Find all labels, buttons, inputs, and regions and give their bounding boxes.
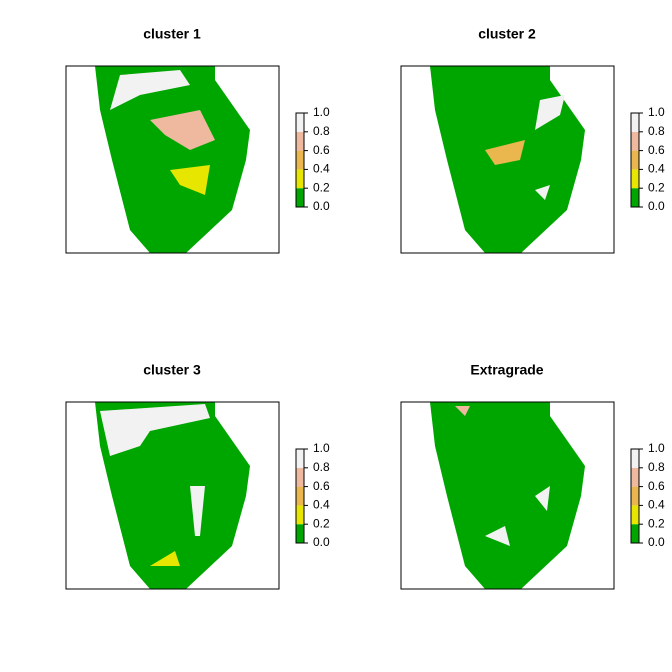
panel-title: cluster 1	[143, 26, 201, 42]
legend-swatch	[631, 505, 639, 525]
map-patch	[170, 165, 210, 195]
map-patch	[535, 185, 550, 200]
legend-label: 0.0	[648, 199, 665, 213]
legend-label: 1.0	[648, 105, 665, 119]
legend-swatch	[296, 524, 304, 543]
legend-label: 0.6	[313, 479, 330, 493]
legend-label: 1.0	[313, 441, 330, 455]
legend-label: 0.2	[313, 180, 330, 194]
legend-frame	[630, 112, 640, 208]
legend-frame	[295, 448, 305, 544]
map-patch	[535, 95, 565, 130]
legend-swatch	[296, 505, 304, 525]
panel-title: Extragrade	[470, 362, 543, 378]
legend-swatch	[631, 524, 639, 543]
legend-label: 0.8	[648, 460, 665, 474]
legend-label: 0.2	[313, 516, 330, 530]
map-frame	[400, 401, 615, 590]
panel-title: cluster 2	[478, 26, 536, 42]
legend-label: 0.2	[648, 516, 665, 530]
legend-label: 0.2	[648, 180, 665, 194]
map-area	[95, 402, 250, 589]
map-area	[430, 402, 585, 589]
panel: cluster 2 0.0 0.2 0.4 0.6 0.8 1.0	[400, 26, 665, 254]
legend-swatch	[296, 113, 304, 132]
legend-label: 0.8	[313, 460, 330, 474]
legend-label: 0.4	[313, 162, 330, 176]
legend-swatch	[296, 169, 304, 189]
legend-label: 0.8	[648, 124, 665, 138]
legend-swatch	[631, 467, 639, 487]
legend-swatch	[631, 486, 639, 506]
legend-swatch	[296, 486, 304, 506]
map-patch	[110, 70, 190, 110]
legend-label: 0.4	[313, 498, 330, 512]
panel: cluster 1 0.0 0.2 0.4 0.6 0.8 1.0	[65, 26, 330, 254]
map-patch	[150, 551, 180, 566]
legend-label: 0.8	[313, 124, 330, 138]
legend-label: 0.4	[648, 162, 665, 176]
map-patch	[190, 486, 205, 536]
legend-label: 0.4	[648, 498, 665, 512]
panel: cluster 3 0.0 0.2 0.4 0.6 0.8 1.0	[65, 362, 330, 590]
legend-label: 0.0	[313, 199, 330, 213]
map-patch	[535, 486, 550, 511]
map-patch	[485, 140, 525, 165]
legend-swatch	[631, 150, 639, 170]
legend-label: 0.6	[648, 479, 665, 493]
legend-swatch	[296, 188, 304, 207]
panel: Extragrade 0.0 0.2 0.4 0.6 0.8 1.0	[400, 362, 665, 590]
map-patch	[150, 110, 215, 150]
legend-frame	[295, 112, 305, 208]
legend-swatch	[296, 150, 304, 170]
legend-frame	[630, 448, 640, 544]
legend-label: 0.0	[313, 535, 330, 549]
map-patch	[100, 404, 210, 456]
legend-swatch	[296, 131, 304, 151]
legend-swatch	[631, 188, 639, 207]
legend-swatch	[631, 113, 639, 132]
legend-swatch	[631, 449, 639, 468]
legend-label: 1.0	[313, 105, 330, 119]
map-patch	[485, 526, 510, 546]
legend-swatch	[631, 131, 639, 151]
map-area	[95, 66, 250, 253]
legend-label: 0.6	[313, 143, 330, 157]
map-patch	[455, 406, 470, 416]
legend-label: 0.0	[648, 535, 665, 549]
legend-swatch	[296, 449, 304, 468]
legend-label: 1.0	[648, 441, 665, 455]
map-frame	[65, 65, 280, 254]
legend-swatch	[631, 169, 639, 189]
map-frame	[65, 401, 280, 590]
map-frame	[400, 65, 615, 254]
legend-swatch	[296, 467, 304, 487]
panel-title: cluster 3	[143, 362, 201, 378]
legend-label: 0.6	[648, 143, 665, 157]
